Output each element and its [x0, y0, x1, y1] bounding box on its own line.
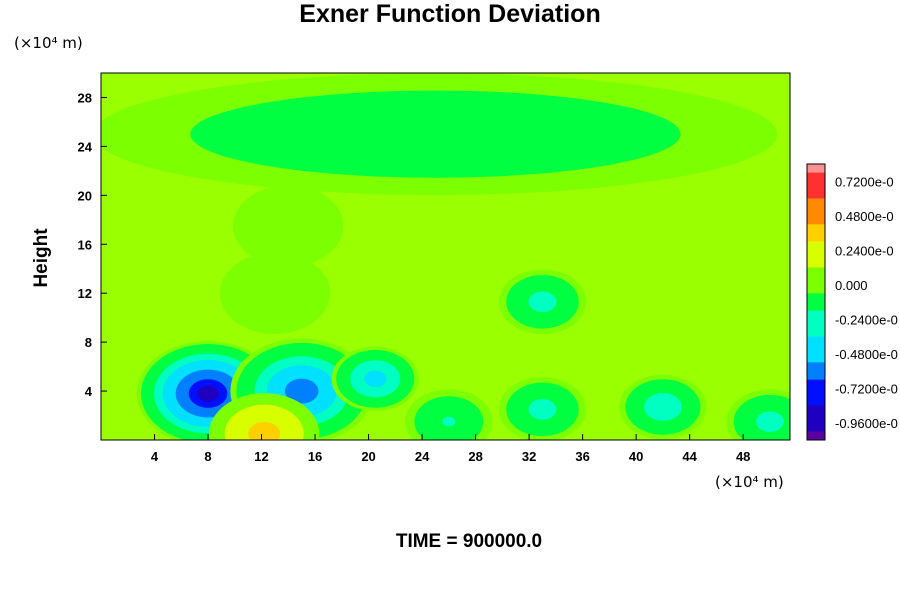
colorbar-segment — [807, 327, 825, 337]
colorbar-segment — [807, 258, 825, 268]
y-tick-label: 28 — [78, 90, 92, 105]
contour-minimum — [619, 374, 707, 440]
colorbar-segment — [807, 396, 825, 406]
contour-minimum — [498, 269, 587, 335]
x-tick-label: 40 — [629, 449, 643, 464]
colorbar-segment — [807, 233, 825, 243]
contour-minimum — [498, 377, 587, 440]
colorbar: 0.7200e-0 0.4800e-0 0.2400e-0 0.000 -0.2400e… — [806, 163, 898, 441]
x-tick-label: 4 — [151, 449, 159, 464]
colorbar-segment — [807, 181, 825, 191]
colorbar-segment — [807, 422, 825, 432]
colorbar-tick-label: 0.000 — [835, 278, 868, 293]
colorbar-segment — [807, 379, 825, 389]
colorbar-segment — [807, 414, 825, 424]
y-tick-label: 8 — [85, 335, 92, 350]
colorbar-tick-label: 0.7200e-0 — [835, 174, 894, 189]
x-axis-unit: (×10⁴ m) — [715, 473, 784, 491]
contour-level — [763, 416, 777, 427]
x-tick-label: 16 — [308, 449, 322, 464]
chart-title: Exner Function Deviation — [299, 0, 601, 28]
colorbar-segment — [807, 284, 825, 294]
y-axis-ticks: 4 8 12 16 20 24 28 — [78, 90, 107, 399]
y-tick-label: 24 — [78, 139, 93, 154]
colorbar-segment — [807, 267, 825, 277]
colorbar-tick-label: 0.4800e-0 — [835, 209, 894, 224]
colorbar-segment — [807, 215, 825, 225]
contour-level — [290, 383, 313, 399]
y-tick-label: 16 — [78, 237, 92, 252]
x-tick-label: 12 — [254, 449, 268, 464]
x-axis-ticks: 4 8 12 16 20 24 28 32 36 40 44 48 — [151, 434, 750, 464]
colorbar-tick-label: 0.2400e-0 — [835, 243, 894, 258]
x-tick-label: 20 — [361, 449, 375, 464]
colorbar-segment — [807, 293, 825, 303]
contour-minimum — [405, 389, 493, 440]
x-tick-label: 8 — [204, 449, 211, 464]
contour-maximum — [233, 185, 344, 267]
x-tick-label: 24 — [415, 449, 430, 464]
colorbar-segment — [807, 353, 825, 363]
colorbar-segment — [807, 164, 825, 174]
plot-area — [101, 73, 790, 440]
colorbar-segment — [807, 224, 825, 234]
y-tick-label: 12 — [78, 286, 92, 301]
contour-level — [442, 416, 456, 427]
time-label: TIME = 900000.0 — [395, 531, 543, 552]
contour-level — [368, 373, 382, 384]
colorbar-tick-label: -0.9600e-0 — [835, 416, 898, 431]
contour-level — [384, 125, 487, 144]
contour-low upper layer — [101, 73, 778, 195]
colorbar-segment — [807, 250, 825, 260]
plot-frame — [100, 72, 791, 441]
contour-maximum — [209, 393, 320, 440]
contour-level — [535, 404, 550, 415]
colorbar-segment — [807, 345, 825, 355]
colorbar-segment — [807, 319, 825, 329]
x-tick-label: 36 — [575, 449, 589, 464]
colorbar-segment — [807, 388, 825, 398]
contour-maximum — [219, 252, 331, 334]
colorbar-segment — [807, 189, 825, 199]
contour-level — [197, 385, 219, 402]
colorbar-tick-label: -0.4800e-0 — [835, 347, 898, 362]
y-tick-label: 20 — [78, 188, 92, 203]
x-tick-label: 48 — [736, 449, 750, 464]
colorbar-segment — [807, 276, 825, 286]
colorbar-segment — [807, 371, 825, 381]
colorbar-segment — [807, 362, 825, 372]
colorbar-segment — [807, 172, 825, 182]
x-tick-label: 32 — [522, 449, 536, 464]
colorbar-segment — [807, 310, 825, 320]
colorbar-segment — [807, 431, 825, 441]
contour-level — [656, 402, 670, 412]
contour-level — [266, 287, 284, 300]
colorbar-segment — [807, 207, 825, 217]
contour-minimum — [331, 346, 419, 412]
colorbar-segment — [807, 241, 825, 251]
colorbar-tick-label: -0.7200e-0 — [835, 381, 898, 396]
contour-level — [255, 427, 273, 440]
y-axis-unit: (×10⁴ m) — [14, 34, 83, 52]
x-tick-label: 28 — [468, 449, 482, 464]
colorbar-segment — [807, 405, 825, 415]
colorbar-segment — [807, 198, 825, 208]
colorbar-segment — [807, 302, 825, 312]
contour-level — [535, 296, 550, 307]
y-tick-label: 4 — [85, 384, 93, 399]
colorbar-frame — [806, 163, 826, 441]
contour-level — [280, 219, 297, 233]
colorbar-tick-label: -0.2400e-0 — [835, 312, 898, 327]
colorbar-segment — [807, 336, 825, 346]
x-tick-label: 44 — [682, 449, 697, 464]
contour-minimum — [726, 389, 790, 440]
